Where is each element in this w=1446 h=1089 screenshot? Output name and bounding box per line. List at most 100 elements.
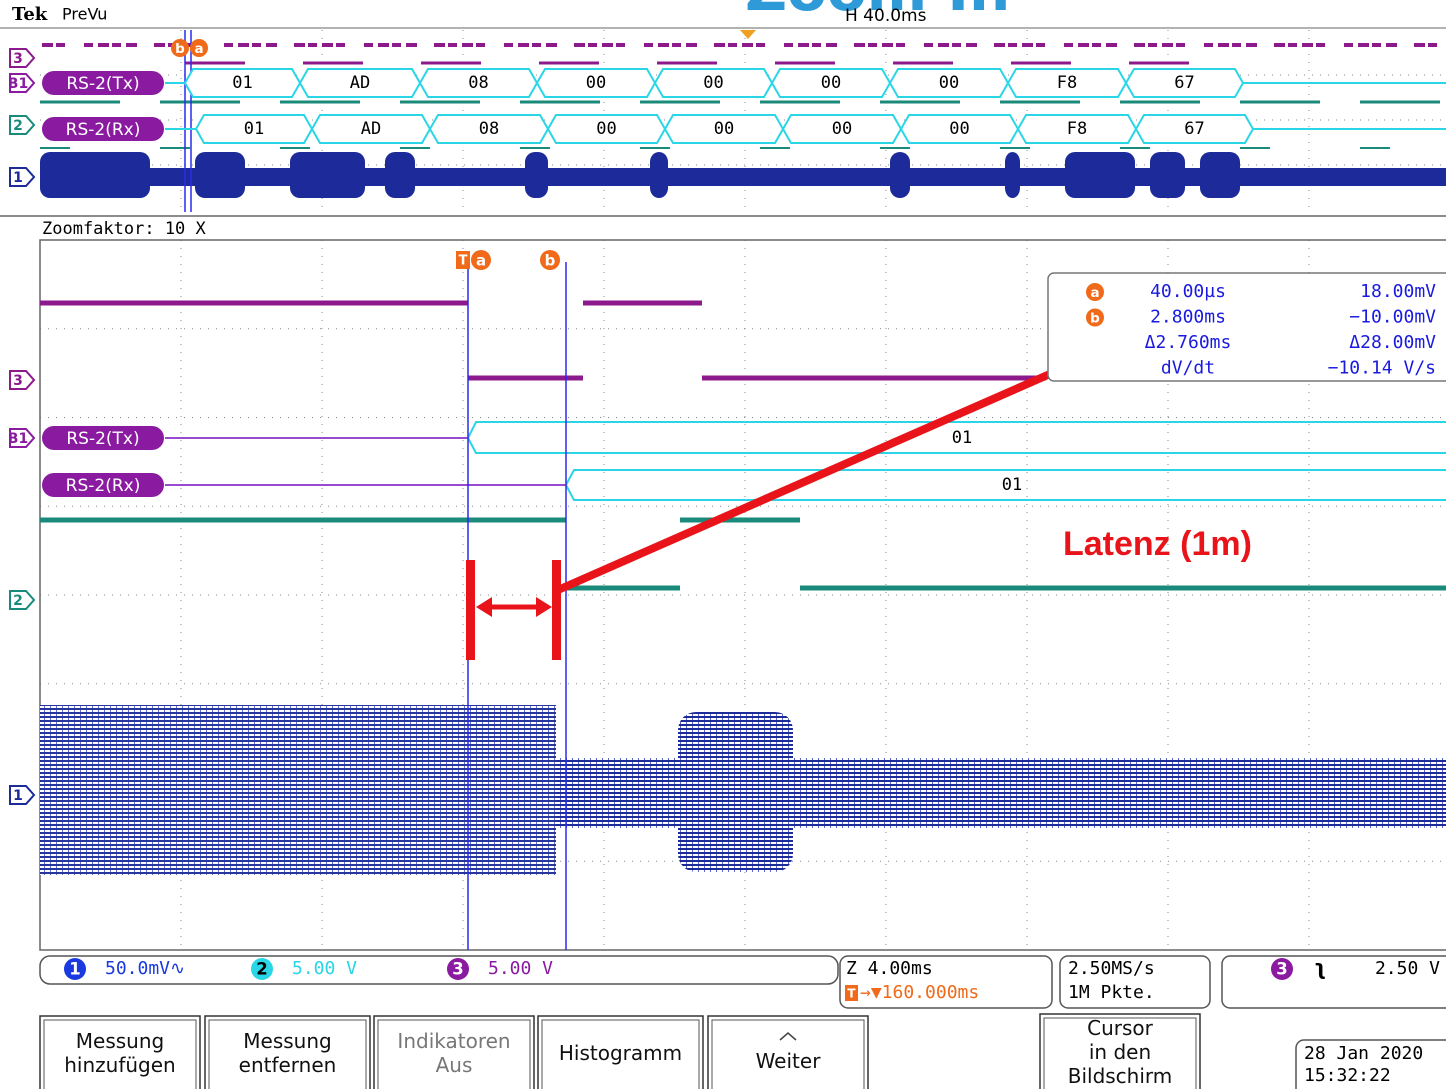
zoom-scale: Z 4.00ms — [846, 958, 933, 979]
menu-button[interactable] — [707, 1015, 869, 1089]
ch1-burst — [1005, 152, 1020, 198]
tx-byte: AD — [350, 73, 370, 93]
badge — [471, 250, 491, 270]
status-box — [839, 955, 1053, 1009]
rx-byte: 00 — [714, 119, 734, 139]
menu-button[interactable] — [39, 1015, 201, 1089]
badge — [540, 250, 560, 270]
bus-label — [42, 473, 164, 497]
badge — [251, 958, 273, 980]
channel-marker — [9, 73, 36, 93]
badge — [1271, 958, 1293, 980]
annotation-head — [536, 597, 552, 617]
badge — [1086, 283, 1104, 301]
menu-button[interactable] — [1039, 1013, 1201, 1089]
channel-marker — [9, 115, 36, 135]
bus-label-text: RS-2(Rx) — [66, 476, 141, 496]
channel-marker-text: 2 — [13, 593, 23, 609]
zoom-factor: Zoomfaktor: 10 X — [42, 219, 207, 239]
tx-byte: 00 — [821, 73, 841, 93]
badge-text: 2 — [256, 960, 267, 979]
ch1-burst — [40, 152, 150, 198]
bus-label-text: RS-2(Tx) — [66, 74, 139, 94]
tx-frame — [1124, 68, 1245, 98]
badge-text: b — [1090, 311, 1100, 327]
horizontal-scale: H 40.0ms — [845, 6, 927, 26]
rx-byte: F8 — [1067, 119, 1087, 139]
channel-marker-text: 3 — [13, 373, 23, 389]
menu-button-inner — [541, 1019, 700, 1089]
ch1-burst — [195, 152, 245, 198]
rx-byte: 08 — [479, 119, 499, 139]
ch3-trace — [468, 375, 583, 381]
tx-byte: 00 — [586, 73, 606, 93]
sample-rate: 2.50MS/s — [1068, 958, 1155, 979]
tx-byte: 67 — [1174, 73, 1194, 93]
channel-marker — [9, 428, 36, 448]
tx-byte: 08 — [468, 73, 488, 93]
menu-button-text: in den — [1089, 1040, 1151, 1064]
rx-frame — [1134, 114, 1255, 144]
menu-button-text: Aus — [436, 1053, 473, 1077]
menu-button[interactable] — [204, 1015, 371, 1089]
menu-button-text: Messung — [243, 1029, 331, 1053]
badge — [64, 958, 86, 980]
readout-time: 40.00µs — [1150, 281, 1226, 302]
menu-button-text: Histogramm — [559, 1041, 682, 1065]
grid — [0, 27, 1446, 951]
badge-text: a — [476, 252, 486, 270]
tx-byte: F8 — [1057, 73, 1077, 93]
ch1-burst — [1065, 152, 1135, 198]
channel-marker-text: B1 — [8, 76, 28, 92]
channel-marker — [9, 167, 36, 187]
ch3-trace — [702, 375, 1046, 381]
channel-scale: 5.00 V — [488, 958, 553, 979]
annotation-arrow — [556, 348, 1102, 594]
rx-byte: 01 — [244, 119, 264, 139]
menu-button-text: Indikatoren — [397, 1029, 510, 1053]
badge — [1086, 308, 1104, 327]
readout-time: Δ2.760ms — [1145, 332, 1232, 353]
badge — [190, 39, 208, 57]
menu-button-text: Cursor — [1087, 1016, 1154, 1040]
ch3-trace — [583, 300, 702, 306]
tx-byte: 00 — [939, 73, 959, 93]
rx-byte: 67 — [1184, 119, 1204, 139]
ch2-trace — [680, 517, 800, 523]
channel-scale: 5.00 V — [292, 958, 357, 979]
annotation-bar — [466, 560, 475, 660]
badge-text: 3 — [1276, 960, 1287, 979]
tx-byte-zoom: 01 — [952, 428, 972, 448]
channel-status — [39, 955, 839, 985]
annotation-bar — [552, 560, 561, 660]
time: 15:32:22 — [1304, 1065, 1391, 1086]
trigger-icon — [845, 985, 858, 1001]
menu-button[interactable] — [537, 1015, 704, 1089]
ch1-burst — [290, 152, 365, 198]
menu-button[interactable] — [373, 1015, 535, 1089]
ch1-noise — [40, 705, 556, 875]
datetime-box — [1295, 1039, 1446, 1089]
ch2-trace — [800, 585, 1446, 591]
readout-volt: −10.14 V/s — [1328, 358, 1436, 379]
channel-marker — [9, 48, 36, 68]
bus-label — [42, 117, 164, 141]
badge-text: a — [194, 41, 203, 57]
rx-byte-zoom: 01 — [1002, 475, 1022, 495]
trigger-icon — [456, 251, 470, 269]
badge-text: 1 — [69, 960, 80, 979]
annotation: Latenz (1m) — [1063, 525, 1252, 563]
ch3-trace — [40, 300, 468, 306]
ch1-burst — [1200, 152, 1240, 198]
trigger-position: →▼160.000ms — [860, 982, 979, 1003]
tx-byte: 00 — [703, 73, 723, 93]
tx-byte: 01 — [232, 73, 252, 93]
tx-frame-zoom — [467, 421, 1446, 454]
badge — [171, 39, 189, 57]
ch1-burst — [525, 152, 548, 198]
ch1-burst — [890, 152, 910, 198]
status-box — [1059, 955, 1211, 1009]
